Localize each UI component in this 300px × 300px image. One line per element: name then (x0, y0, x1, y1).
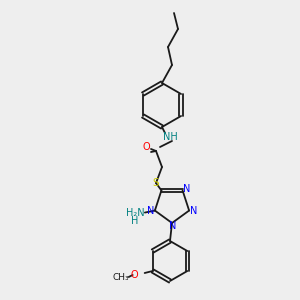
Text: H₂N: H₂N (126, 208, 144, 218)
Text: N: N (190, 206, 198, 216)
Text: S: S (153, 178, 159, 188)
Text: N: N (147, 206, 155, 216)
Text: O: O (131, 270, 139, 280)
Text: N: N (169, 221, 177, 231)
Text: NH: NH (163, 132, 177, 142)
Text: H: H (131, 216, 139, 226)
Text: N: N (183, 184, 190, 194)
Text: CH₃: CH₃ (112, 272, 129, 281)
Text: O: O (142, 142, 150, 152)
